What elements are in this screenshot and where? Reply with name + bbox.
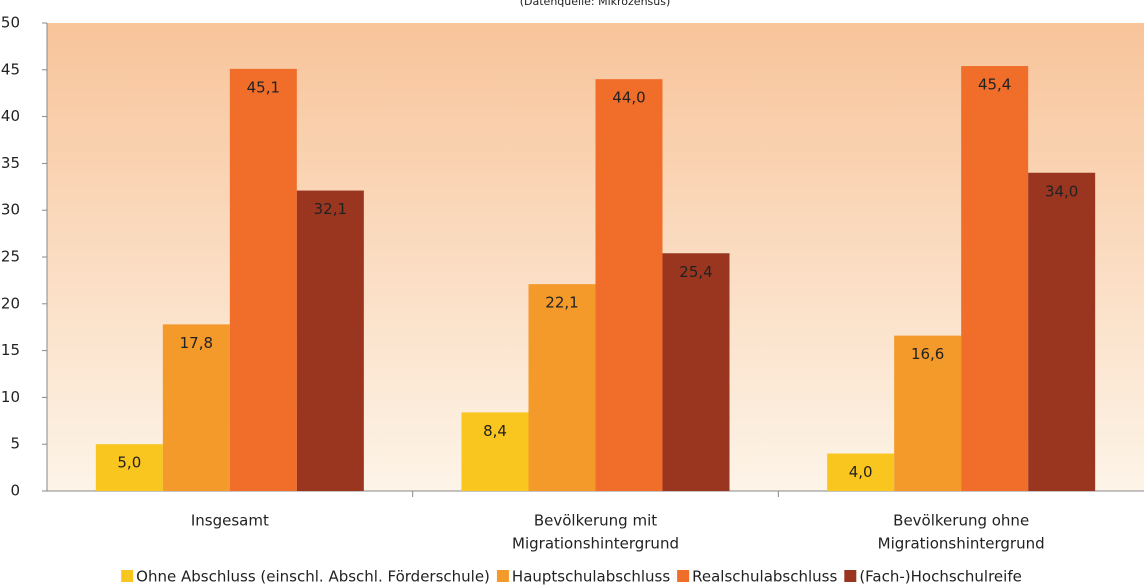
data-label: 4,0	[849, 463, 873, 481]
x-tick-label: Bevölkerung ohne	[893, 512, 1029, 530]
data-label: 32,1	[314, 200, 347, 218]
legend-swatch	[844, 570, 857, 582]
bar	[662, 253, 730, 491]
data-label: 22,1	[545, 294, 578, 312]
y-tick-label: 10	[1, 388, 20, 406]
y-tick-label: 50	[1, 14, 20, 32]
y-tick-label: 5	[10, 435, 20, 453]
data-label: 8,4	[483, 422, 507, 440]
y-tick-label: 25	[1, 248, 20, 266]
legend-label: (Fach-)Hochschulreife	[859, 568, 1022, 586]
bar	[229, 68, 297, 491]
bar	[296, 190, 364, 491]
y-tick-label: 45	[1, 60, 20, 78]
x-tick-label: Insgesamt	[191, 512, 269, 530]
y-tick-label: 0	[10, 482, 20, 500]
data-label: 25,4	[679, 263, 712, 281]
legend-swatch	[496, 570, 509, 582]
data-label: 5,0	[117, 454, 141, 472]
bar	[595, 79, 663, 491]
legend-label: Hauptschulabschluss	[512, 568, 670, 586]
bar	[95, 444, 163, 491]
legend-label: Realschulabschluss	[692, 568, 837, 586]
x-tick-label: Migrationshintergrund	[878, 535, 1045, 553]
legend-swatch	[121, 570, 134, 582]
chart-subtitle: (Datenquelle: Mikrozensus)	[520, 0, 671, 8]
data-label: 45,4	[978, 76, 1011, 94]
data-label: 17,8	[180, 334, 213, 352]
x-tick-label: Bevölkerung mit	[534, 512, 657, 530]
data-label: 34,0	[1045, 182, 1078, 200]
data-label: 45,1	[247, 78, 280, 96]
bar	[1028, 172, 1096, 491]
bar	[961, 66, 1029, 491]
legend-swatch	[677, 570, 690, 582]
y-tick-label: 15	[1, 341, 20, 359]
bar	[827, 453, 895, 491]
bar	[894, 335, 962, 491]
y-tick-label: 35	[1, 154, 20, 172]
x-tick-label: Migrationshintergrund	[512, 535, 679, 553]
legend-label: Ohne Abschluss (einschl. Abschl. Förders…	[136, 568, 490, 586]
bar	[528, 284, 596, 491]
bar	[162, 324, 230, 491]
bar	[461, 412, 529, 491]
data-label: 44,0	[612, 89, 645, 107]
y-tick-label: 40	[1, 107, 20, 125]
data-label: 16,6	[911, 345, 944, 363]
y-tick-label: 30	[1, 201, 20, 219]
y-tick-label: 20	[1, 294, 20, 312]
